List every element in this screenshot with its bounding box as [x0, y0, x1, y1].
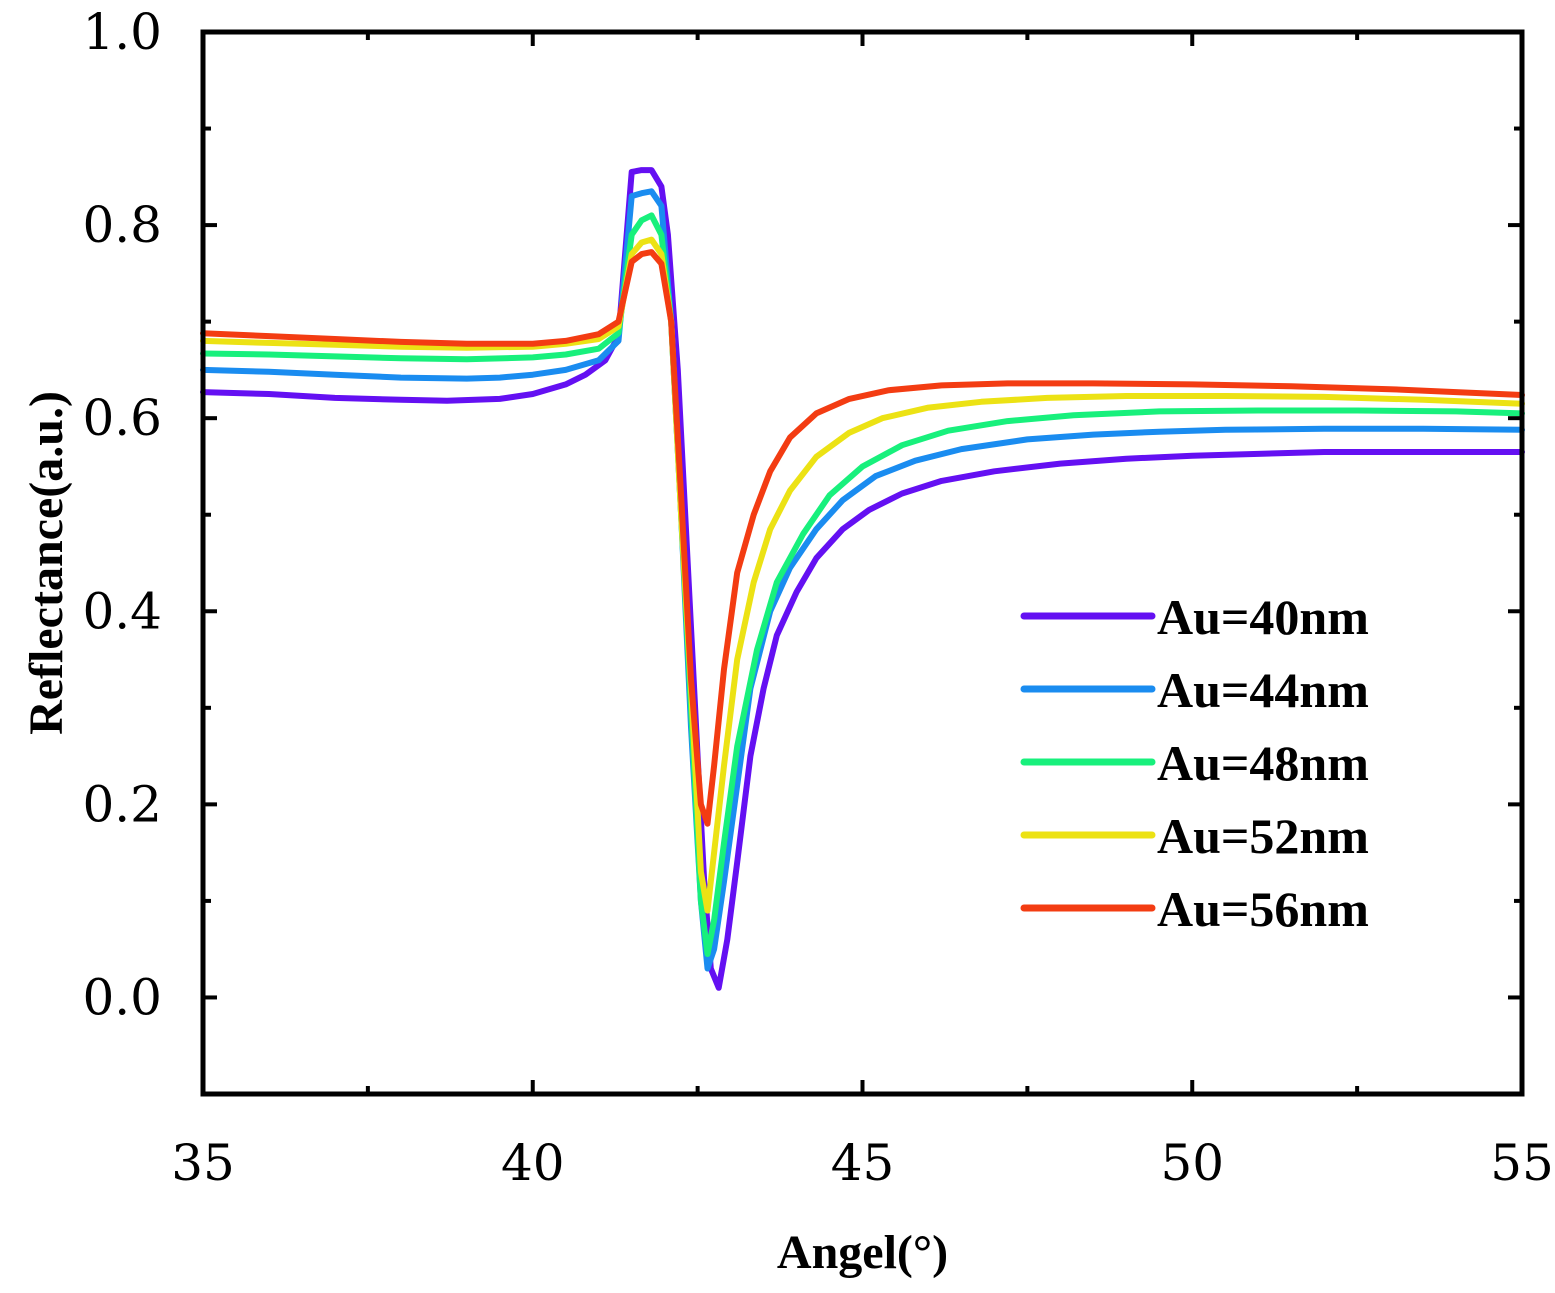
legend-label-4: Au=56nm [1157, 881, 1369, 937]
series-layer [200, 167, 1525, 991]
x-tick-label: 55 [1490, 1134, 1554, 1192]
legend-label-1: Au=44nm [1157, 662, 1369, 718]
legend: Au=40nm Au=44nm Au=48nm Au=52nm Au=56nm [1020, 589, 1369, 937]
x-tick-label: 45 [831, 1134, 895, 1192]
tick-labels: 35 40 45 50 55 0.0 0.2 0.4 0.6 0.8 1.0 [82, 3, 1553, 1192]
legend-label-0: Au=40nm [1157, 589, 1369, 645]
y-axis-title: Reflectance(a.u.) [20, 391, 73, 735]
series-line-2 [200, 212, 1525, 957]
y-tick-label: 1.0 [82, 3, 162, 61]
series-line-4 [200, 249, 1525, 827]
y-tick-label: 0.6 [82, 389, 162, 447]
x-tick-label: 40 [501, 1134, 565, 1192]
y-tick-label: 0.4 [82, 582, 162, 640]
x-axis-title: Angel(°) [777, 1226, 948, 1279]
legend-label-3: Au=52nm [1157, 808, 1369, 864]
y-tick-label: 0.2 [82, 775, 162, 833]
legend-label-2: Au=48nm [1157, 735, 1369, 791]
y-tick-label: 0.0 [82, 968, 162, 1026]
x-tick-label: 50 [1160, 1134, 1224, 1192]
series-line-1 [200, 188, 1525, 972]
series-line-0 [200, 167, 1525, 991]
y-tick-label: 0.8 [82, 196, 162, 254]
ticks-layer [201, 30, 1524, 1094]
x-tick-label: 35 [171, 1134, 235, 1192]
